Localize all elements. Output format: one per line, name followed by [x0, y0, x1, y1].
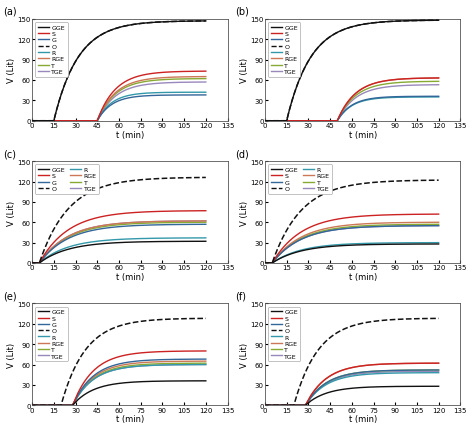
X-axis label: t (min): t (min) [116, 130, 144, 139]
X-axis label: t (min): t (min) [348, 130, 377, 139]
Text: (a): (a) [3, 7, 17, 17]
Text: (d): (d) [236, 149, 249, 159]
X-axis label: t (min): t (min) [348, 414, 377, 423]
Y-axis label: V (Lit): V (Lit) [240, 58, 249, 83]
Legend: GGE, S, G, O, R, RGE, T, TGE: GGE, S, G, O, R, RGE, T, TGE [268, 165, 332, 194]
Y-axis label: V (Lit): V (Lit) [7, 58, 16, 83]
Text: (f): (f) [236, 291, 246, 301]
Legend: GGE, S, G, O, R, RGE, T, TGE: GGE, S, G, O, R, RGE, T, TGE [35, 165, 100, 194]
Legend: GGE, S, G, O, R, RGE, T, TGE: GGE, S, G, O, R, RGE, T, TGE [268, 23, 301, 77]
Y-axis label: V (Lit): V (Lit) [240, 342, 249, 367]
X-axis label: t (min): t (min) [116, 272, 144, 281]
Text: (c): (c) [3, 149, 16, 159]
Legend: GGE, S, G, O, R, RGE, T, TGE: GGE, S, G, O, R, RGE, T, TGE [268, 307, 301, 361]
Legend: GGE, S, G, O, R, RGE, T, TGE: GGE, S, G, O, R, RGE, T, TGE [35, 307, 68, 361]
Text: (e): (e) [3, 291, 17, 301]
Text: (b): (b) [236, 7, 249, 17]
X-axis label: t (min): t (min) [116, 414, 144, 423]
Y-axis label: V (Lit): V (Lit) [7, 200, 16, 225]
X-axis label: t (min): t (min) [348, 272, 377, 281]
Y-axis label: V (Lit): V (Lit) [7, 342, 16, 367]
Legend: GGE, S, G, O, R, RGE, T, TGE: GGE, S, G, O, R, RGE, T, TGE [35, 23, 68, 77]
Y-axis label: V (Lit): V (Lit) [240, 200, 249, 225]
